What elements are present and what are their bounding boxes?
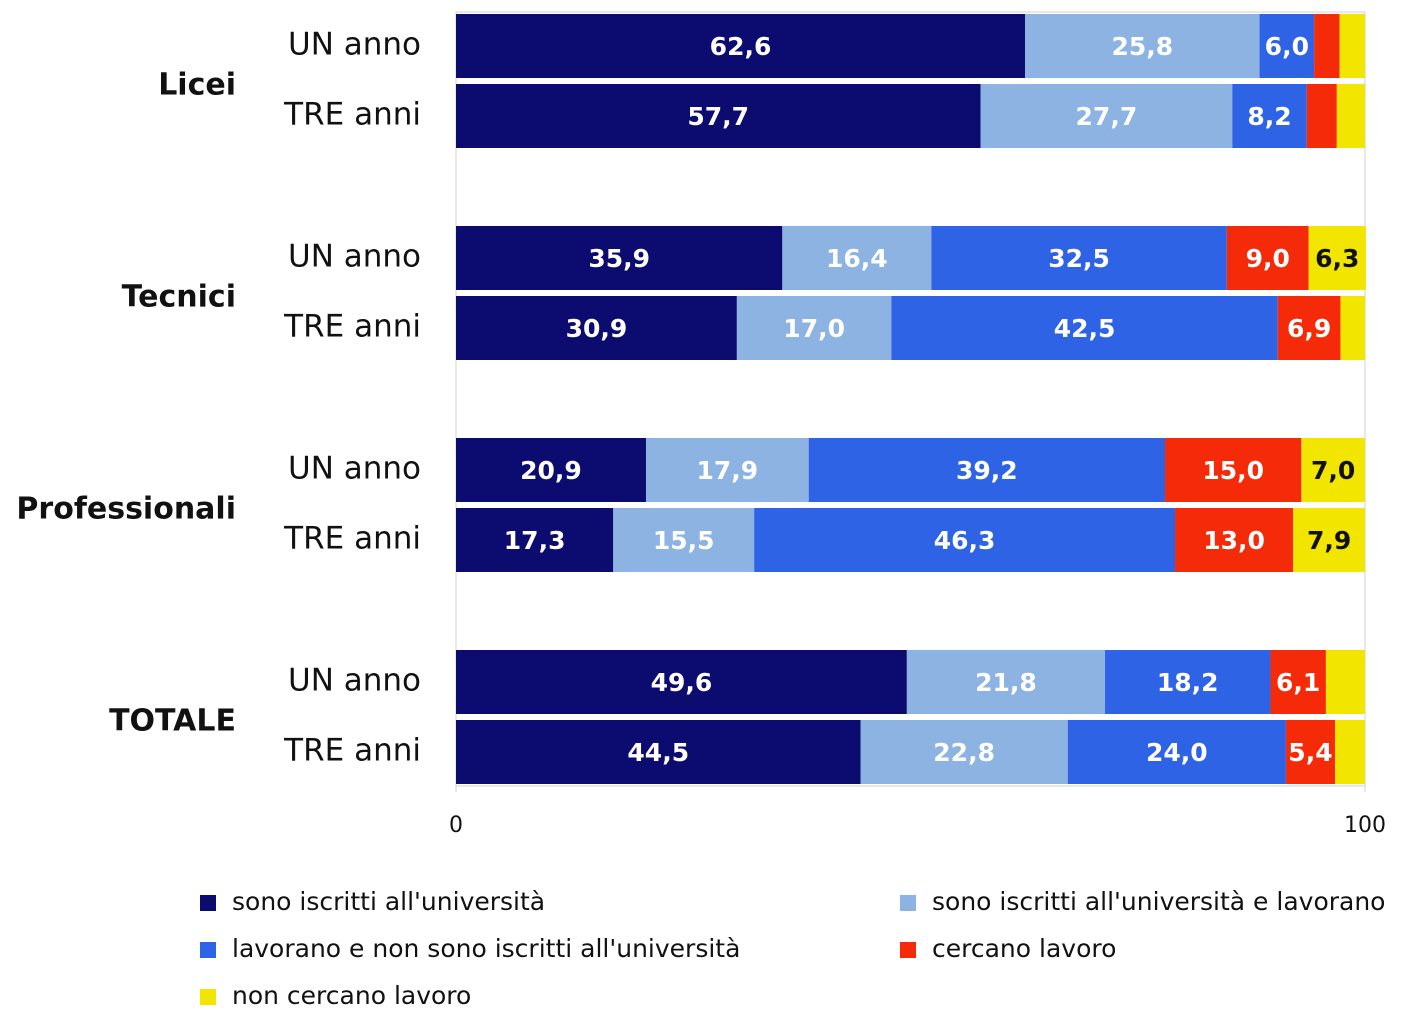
legend-label: lavorano e non sono iscritti all'univers… — [232, 934, 740, 963]
data-label: 17,3 — [504, 526, 566, 555]
bar-segment — [1301, 438, 1365, 502]
data-label: 22,8 — [933, 738, 995, 767]
bar-segment — [1306, 84, 1337, 148]
y-tick-label: TRE anni — [283, 733, 421, 769]
data-label: 35,9 — [588, 244, 650, 273]
data-label: 13,0 — [1203, 526, 1265, 555]
bar-segment — [456, 14, 1026, 78]
bar-segment — [1226, 226, 1309, 290]
bar-segment — [1277, 296, 1341, 360]
bar-segment — [860, 720, 1068, 784]
data-label: 32,5 — [1048, 244, 1110, 273]
data-label: 6,1 — [1276, 668, 1320, 697]
data-label: 21,8 — [975, 668, 1037, 697]
y-tick-label: TRE anni — [283, 521, 421, 557]
data-label: 30,9 — [566, 314, 628, 343]
data-label: 44,5 — [627, 738, 689, 767]
data-label: 46,3 — [934, 526, 996, 555]
data-label: 7,0 — [1311, 456, 1355, 485]
legend-label: sono iscritti all'università — [232, 887, 545, 916]
data-label: 25,8 — [1111, 32, 1173, 61]
y-tick-label: UN anno — [288, 451, 421, 487]
bar-segment — [1165, 438, 1302, 502]
bar-segment — [456, 226, 783, 290]
bar-segment — [645, 438, 809, 502]
data-label: 6,3 — [1315, 244, 1359, 273]
plot-frame — [455, 11, 1366, 787]
data-label: 17,9 — [696, 456, 758, 485]
bar-segment — [1285, 720, 1336, 784]
bar-segment — [1325, 650, 1365, 714]
bar-segment — [456, 650, 907, 714]
group-label: Professionali — [16, 492, 236, 527]
bar-segment — [1175, 508, 1294, 572]
bar-segment — [1293, 508, 1365, 572]
legend-swatch — [200, 942, 216, 958]
y-tick-label: TRE anni — [283, 309, 421, 345]
bar-segment — [456, 508, 614, 572]
data-label: 20,9 — [520, 456, 582, 485]
data-label: 18,2 — [1157, 668, 1219, 697]
bar-segment — [808, 438, 1166, 502]
bar-segment — [456, 84, 981, 148]
bar-segment — [1335, 720, 1365, 784]
bar-segment — [980, 84, 1233, 148]
x-tick-label: 100 — [1344, 813, 1386, 838]
bar-segment — [456, 296, 737, 360]
legend-swatch — [200, 895, 216, 911]
legend-label: cercano lavoro — [932, 934, 1116, 963]
legend-swatch — [900, 942, 916, 958]
bar-segment — [931, 226, 1227, 290]
bar-segment — [1259, 14, 1315, 78]
data-label: 24,0 — [1146, 738, 1208, 767]
bar-segment — [456, 438, 646, 502]
legend-label: non cercano lavoro — [232, 981, 471, 1010]
bar-segment — [906, 650, 1106, 714]
bar-segment — [1105, 650, 1271, 714]
y-tick-label: TRE anni — [283, 97, 421, 133]
bar-segment — [456, 720, 861, 784]
y-tick-label: UN anno — [288, 239, 421, 275]
bar-segment — [1308, 226, 1366, 290]
data-label: 17,0 — [783, 314, 845, 343]
data-label: 15,5 — [653, 526, 715, 555]
legend-swatch — [900, 895, 916, 911]
bar-segment — [1025, 14, 1260, 78]
bar-segment — [736, 296, 892, 360]
y-tick-label: UN anno — [288, 27, 421, 63]
legend-label: sono iscritti all'università e lavorano — [932, 887, 1385, 916]
data-label: 57,7 — [687, 102, 749, 131]
data-label: 6,0 — [1265, 32, 1309, 61]
group-label: Tecnici — [122, 280, 236, 315]
bar-segment — [754, 508, 1176, 572]
data-label: 8,2 — [1247, 102, 1291, 131]
y-tick-label: UN anno — [288, 663, 421, 699]
group-label: Licei — [158, 68, 236, 103]
data-label: 27,7 — [1076, 102, 1138, 131]
data-label: 5,4 — [1288, 738, 1332, 767]
data-label: 49,6 — [651, 668, 713, 697]
bar-segment — [1339, 14, 1365, 78]
x-tick-label: 0 — [449, 813, 463, 838]
data-label: 9,0 — [1246, 244, 1290, 273]
data-label: 7,9 — [1307, 526, 1351, 555]
data-label: 39,2 — [956, 456, 1018, 485]
group-label: TOTALE — [109, 704, 236, 739]
legend-swatch — [200, 989, 216, 1005]
data-label: 62,6 — [710, 32, 772, 61]
data-label: 15,0 — [1202, 456, 1264, 485]
data-label: 42,5 — [1054, 314, 1116, 343]
bar-segment — [613, 508, 755, 572]
bar-segment — [782, 226, 932, 290]
bar-segment — [1340, 296, 1365, 360]
bar-segment — [1270, 650, 1326, 714]
bar-segment — [1067, 720, 1286, 784]
data-label: 16,4 — [826, 244, 888, 273]
bar-segment — [1232, 84, 1307, 148]
bar-segment — [891, 296, 1278, 360]
data-label: 6,9 — [1287, 314, 1331, 343]
bar-segment — [1314, 14, 1340, 78]
bar-segment — [1336, 84, 1365, 148]
